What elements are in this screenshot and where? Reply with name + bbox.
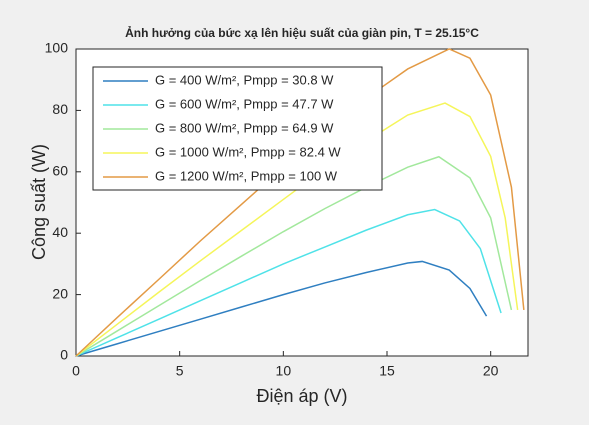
x-tick-label: 10 (276, 363, 292, 379)
x-tick-label: 0 (72, 363, 80, 379)
x-tick-label: 5 (176, 363, 184, 379)
legend-label: G = 400 W/m², Pmpp = 30.8 W (155, 72, 334, 87)
y-tick-label: 100 (45, 40, 69, 56)
series-line (75, 260, 488, 357)
chart-title: Ảnh hưởng của bức xạ lên hiệu suất của g… (125, 25, 479, 40)
legend-label: G = 1000 W/m², Pmpp = 82.4 W (155, 144, 341, 159)
y-tick-label: 20 (52, 285, 68, 301)
y-tick-label: 40 (52, 224, 68, 240)
y-tick-label: 80 (52, 101, 68, 117)
legend-label: G = 600 W/m², Pmpp = 47.7 W (155, 96, 334, 111)
y-tick-label: 60 (52, 163, 68, 179)
legend-label: G = 1200 W/m², Pmpp = 100 W (155, 168, 338, 183)
y-tick-label: 0 (60, 347, 68, 363)
x-tick-label: 15 (379, 363, 395, 379)
series-line (75, 208, 502, 357)
y-axis-label: Công suất (W) (29, 144, 49, 260)
x-axis-label: Điện áp (V) (256, 386, 347, 406)
legend-label: G = 800 W/m², Pmpp = 64.9 W (155, 120, 334, 135)
x-tick-label: 20 (483, 363, 499, 379)
series-line (75, 155, 513, 357)
